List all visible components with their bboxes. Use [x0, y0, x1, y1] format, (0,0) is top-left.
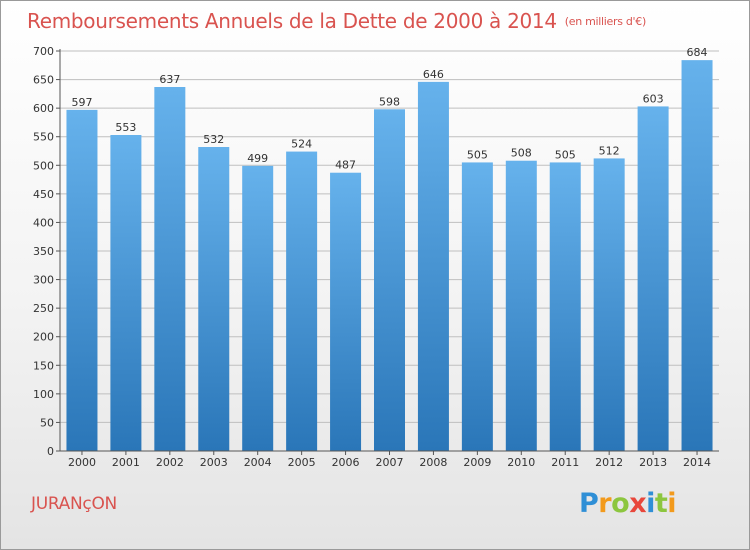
data-label: 505 [555, 148, 576, 161]
bar [330, 172, 362, 451]
data-label: 684 [687, 46, 708, 59]
y-tick-label: 350 [33, 245, 54, 258]
y-tick-label: 650 [33, 74, 54, 87]
data-label: 637 [159, 73, 180, 86]
bar [242, 165, 274, 451]
x-tick-label: 2004 [244, 456, 272, 469]
bar [505, 160, 537, 451]
chart-title: Remboursements Annuels de la Dette de 20… [27, 9, 646, 33]
logo-letter: P [579, 488, 599, 519]
x-tick-label: 2007 [376, 456, 404, 469]
y-tick-label: 450 [33, 188, 54, 201]
y-tick-label: 500 [33, 159, 54, 172]
y-tick-label: 300 [33, 274, 54, 287]
y-tick-label: 150 [33, 359, 54, 372]
y-tick-label: 100 [33, 388, 54, 401]
logo-letter: o [611, 488, 630, 519]
x-tick-label: 2002 [156, 456, 184, 469]
bar [417, 81, 449, 451]
x-tick-label: 2000 [68, 456, 96, 469]
bar [110, 135, 142, 451]
bar [66, 109, 98, 451]
logo-letter: r [598, 488, 612, 519]
y-tick-label: 550 [33, 131, 54, 144]
x-tick-label: 2012 [595, 456, 623, 469]
bar [286, 151, 318, 452]
commune-name: JURANçON [31, 494, 117, 514]
data-label: 598 [379, 95, 400, 108]
y-tick-label: 400 [33, 216, 54, 229]
data-label: 597 [71, 96, 92, 109]
bar [461, 162, 493, 451]
y-tick-label: 0 [47, 445, 54, 458]
logo-letter: x [629, 488, 647, 519]
x-tick-label: 2014 [683, 456, 711, 469]
data-label: 487 [335, 159, 356, 172]
x-tick-label: 2011 [551, 456, 579, 469]
x-tick-label: 2009 [463, 456, 491, 469]
data-label: 646 [423, 68, 444, 81]
data-label: 505 [467, 148, 488, 161]
bar [374, 109, 405, 452]
x-tick-label: 2010 [507, 456, 535, 469]
data-label: 499 [247, 152, 268, 165]
bar [154, 87, 186, 451]
title-unit: (en milliers d'€) [564, 15, 646, 28]
x-tick-label: 2008 [419, 456, 447, 469]
data-label: 603 [643, 92, 664, 105]
bar [549, 162, 581, 451]
data-label: 553 [115, 121, 136, 134]
logo-letter: t [654, 488, 668, 519]
x-tick-label: 2003 [200, 456, 228, 469]
logo-letter: i [667, 488, 677, 519]
y-tick-label: 50 [40, 416, 54, 429]
bar [637, 106, 669, 451]
x-tick-label: 2013 [639, 456, 667, 469]
proxiti-logo: Proxiti [579, 488, 677, 519]
x-tick-label: 2001 [112, 456, 140, 469]
title-text: Remboursements Annuels de la Dette de 20… [27, 9, 557, 33]
data-label: 512 [599, 144, 620, 157]
data-label: 524 [291, 138, 312, 151]
data-label: 532 [203, 133, 224, 146]
y-tick-label: 250 [33, 302, 54, 315]
y-tick-label: 600 [33, 102, 54, 115]
bar [681, 60, 713, 452]
bar [198, 147, 230, 451]
y-tick-label: 200 [33, 331, 54, 344]
data-label: 508 [511, 147, 532, 160]
logo-letter: i [646, 488, 655, 519]
x-tick-label: 2005 [288, 456, 316, 469]
x-tick-label: 2006 [332, 456, 360, 469]
y-tick-label: 700 [33, 45, 54, 58]
bar [593, 158, 625, 451]
